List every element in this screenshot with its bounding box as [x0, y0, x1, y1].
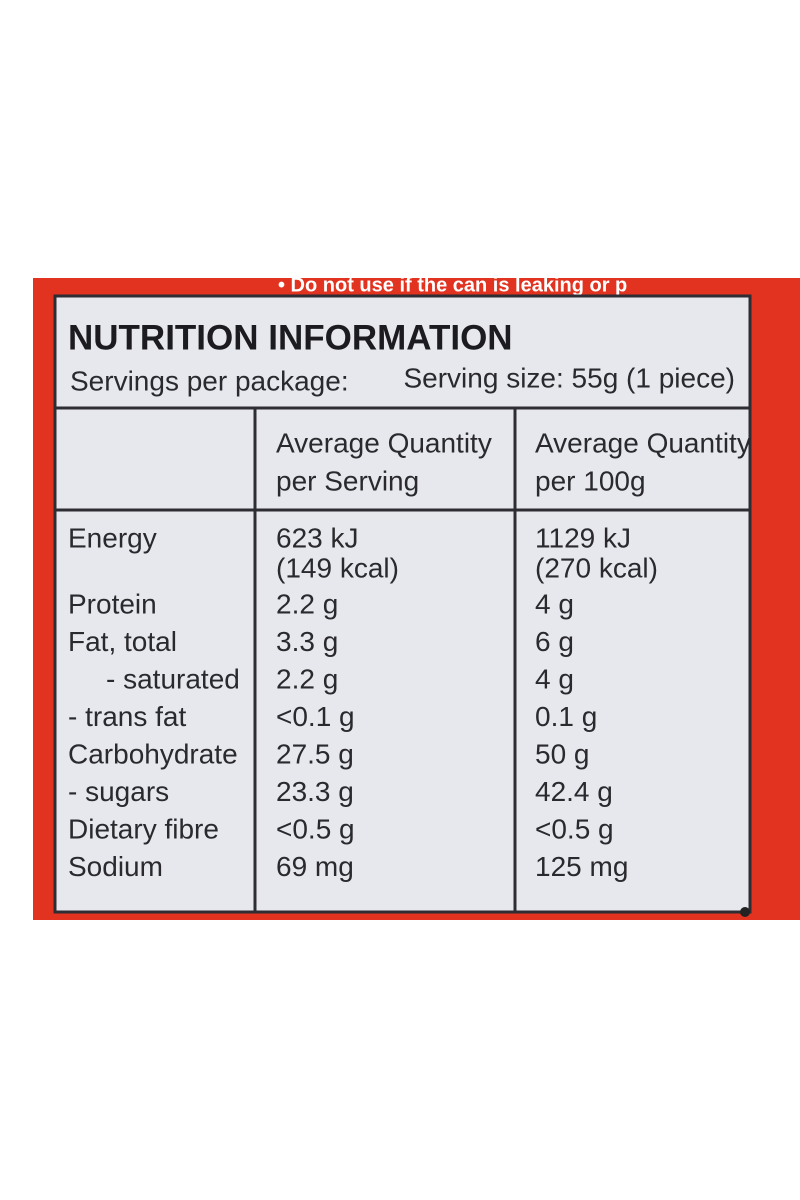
- per-100g: <0.5 g: [535, 813, 614, 844]
- per-serving: 27.5 g: [276, 738, 354, 769]
- per-serving: <0.1 g: [276, 701, 355, 732]
- row-label: Carbohydrate: [68, 738, 238, 769]
- column-header: Average Quantity: [276, 427, 492, 458]
- per-serving: (149 kcal): [276, 552, 399, 583]
- row-label: - sugars: [68, 776, 169, 807]
- serving-size: Serving size: 55g (1 piece): [403, 362, 735, 393]
- per-serving: 623 kJ: [276, 522, 359, 553]
- column-header: per 100g: [535, 465, 646, 496]
- per-serving: 2.2 g: [276, 588, 338, 619]
- per-100g: 6 g: [535, 626, 574, 657]
- per-serving: 2.2 g: [276, 663, 338, 694]
- per-serving: 69 mg: [276, 851, 354, 882]
- per-100g: 4 g: [535, 663, 574, 694]
- row-label: Energy: [68, 522, 157, 553]
- column-header: Average Quantity: [535, 427, 751, 458]
- per-100g: 125 mg: [535, 851, 628, 882]
- title: NUTRITION INFORMATION: [68, 318, 513, 357]
- per-serving: 23.3 g: [276, 776, 354, 807]
- row-label: Sodium: [68, 851, 163, 882]
- servings: Servings per package:: [70, 365, 349, 396]
- per-100g: 1129 kJ: [535, 522, 631, 553]
- per-serving: 3.3 g: [276, 626, 338, 657]
- panel: [53, 294, 752, 914]
- row-label: Fat, total: [68, 626, 177, 657]
- per-100g: 42.4 g: [535, 776, 613, 807]
- dot: [740, 907, 750, 917]
- banner: • Do not use if the can is leaking or p: [278, 274, 627, 296]
- per-100g: 0.1 g: [535, 701, 597, 732]
- per-100g: 50 g: [535, 738, 590, 769]
- per-serving: <0.5 g: [276, 813, 355, 844]
- row-label: - saturated: [106, 663, 240, 694]
- row-label: - trans fat: [68, 701, 186, 732]
- column-header: per Serving: [276, 465, 419, 496]
- per-100g: 4 g: [535, 588, 574, 619]
- per-100g: (270 kcal): [535, 552, 658, 583]
- row-label: Protein: [68, 588, 157, 619]
- row-label: Dietary fibre: [68, 813, 219, 844]
